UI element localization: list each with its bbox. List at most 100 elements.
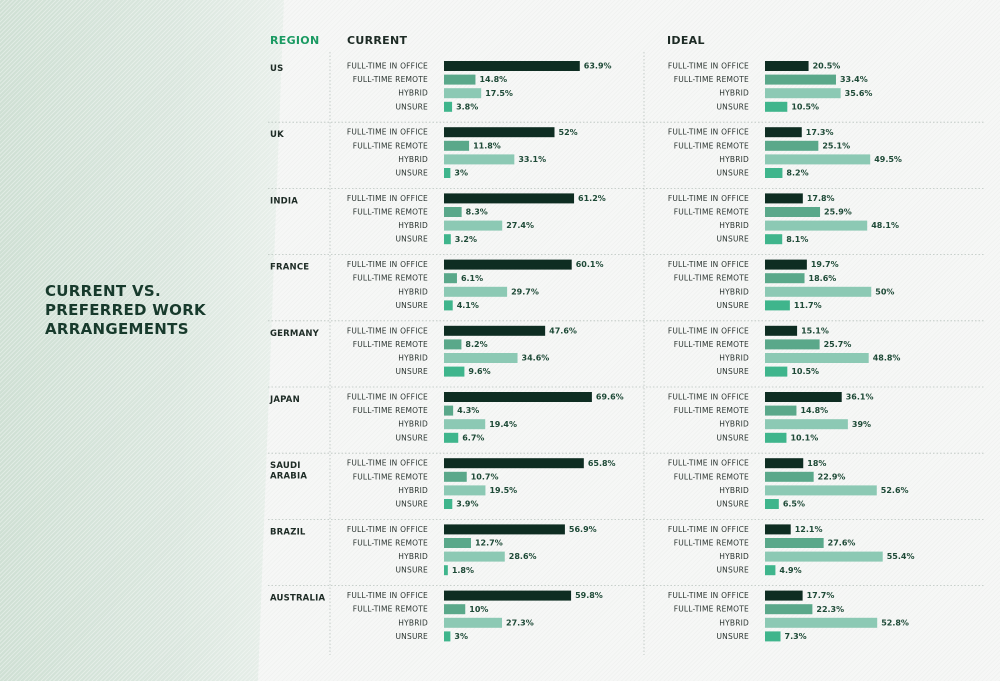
- bar-france-ideal-unsure: [765, 300, 790, 311]
- value-label-france-current-hybrid: 29.7%: [511, 287, 539, 296]
- ideal-category-label: FULL-TIME REMOTE: [674, 75, 749, 84]
- bar-us-current-unsure: [444, 101, 453, 112]
- current-category-label: FULL-TIME REMOTE: [353, 208, 428, 217]
- current-category-label: UNSURE: [395, 301, 428, 310]
- value-label-brazil-current-full-time-remote: 12.7%: [475, 539, 503, 548]
- value-label-uk-current-unsure: 3%: [454, 169, 468, 178]
- bar-france-ideal-hybrid: [765, 286, 872, 297]
- bar-us-ideal-unsure: [765, 101, 788, 112]
- value-label-india-current-unsure: 3.2%: [455, 235, 477, 244]
- value-label-germany-ideal-hybrid: 48.8%: [873, 354, 901, 363]
- bar-france-ideal-full-time-remote: [765, 273, 805, 284]
- bar-india-current-unsure: [444, 234, 451, 245]
- bar-india-ideal-full-time-in-office: [765, 193, 803, 204]
- value-label-saudi-arabia-ideal-full-time-in-office: 18%: [807, 459, 826, 468]
- bar-germany-ideal-full-time-in-office: [765, 325, 798, 336]
- current-category-label: FULL-TIME REMOTE: [353, 340, 428, 349]
- current-category-label: FULL-TIME IN OFFICE: [347, 128, 428, 137]
- bar-brazil-ideal-hybrid: [765, 551, 883, 562]
- value-label-australia-ideal-full-time-in-office: 17.7%: [807, 591, 835, 600]
- ideal-category-label: HYBRID: [719, 89, 749, 98]
- bar-france-current-hybrid: [444, 286, 508, 297]
- value-label-germany-current-hybrid: 34.6%: [522, 354, 550, 363]
- bar-brazil-ideal-unsure: [765, 565, 776, 576]
- current-category-label: FULL-TIME IN OFFICE: [347, 525, 428, 534]
- bar-japan-current-full-time-remote: [444, 405, 454, 416]
- bar-saudi-arabia-ideal-unsure: [765, 499, 779, 509]
- ideal-category-label: FULL-TIME REMOTE: [674, 274, 749, 283]
- current-category-label: FULL-TIME REMOTE: [353, 605, 428, 614]
- value-label-uk-current-full-time-in-office: 52%: [559, 128, 578, 137]
- value-label-india-ideal-unsure: 8.1%: [786, 235, 808, 244]
- ideal-category-label: HYBRID: [719, 221, 749, 230]
- bar-india-ideal-hybrid: [765, 220, 868, 231]
- value-label-us-ideal-hybrid: 35.6%: [845, 89, 873, 98]
- ideal-category-label: HYBRID: [719, 420, 749, 429]
- ideal-category-label: FULL-TIME IN OFFICE: [668, 128, 749, 137]
- region-label-germany: GERMANY: [270, 329, 320, 339]
- value-label-australia-current-unsure: 3%: [454, 632, 468, 641]
- value-label-saudi-arabia-current-full-time-in-office: 65.8%: [588, 459, 616, 468]
- bar-saudi-arabia-current-unsure: [444, 499, 453, 509]
- value-label-japan-current-full-time-in-office: 69.6%: [596, 393, 624, 402]
- value-label-france-ideal-full-time-in-office: 19.7%: [811, 260, 839, 269]
- bar-saudi-arabia-current-hybrid: [444, 485, 486, 496]
- current-category-label: FULL-TIME IN OFFICE: [347, 62, 428, 71]
- value-label-brazil-current-full-time-in-office: 56.9%: [569, 525, 597, 534]
- ideal-category-label: FULL-TIME IN OFFICE: [668, 393, 749, 402]
- current-category-label: FULL-TIME IN OFFICE: [347, 393, 428, 402]
- value-label-brazil-ideal-hybrid: 55.4%: [887, 552, 915, 561]
- bar-brazil-current-full-time-in-office: [444, 524, 565, 535]
- ideal-category-label: UNSURE: [716, 566, 749, 575]
- bar-australia-current-full-time-remote: [444, 604, 466, 615]
- bar-australia-ideal-full-time-remote: [765, 604, 813, 615]
- value-label-japan-ideal-full-time-in-office: 36.1%: [846, 393, 874, 402]
- bar-japan-ideal-full-time-remote: [765, 405, 797, 416]
- value-label-france-current-unsure: 4.1%: [457, 301, 479, 310]
- bar-france-current-unsure: [444, 300, 453, 311]
- value-label-france-current-full-time-in-office: 60.1%: [576, 260, 604, 269]
- bar-australia-current-full-time-in-office: [444, 590, 572, 601]
- value-label-australia-current-full-time-remote: 10%: [469, 605, 488, 614]
- bar-germany-current-full-time-remote: [444, 339, 462, 350]
- bar-japan-current-unsure: [444, 432, 459, 443]
- value-label-japan-ideal-unsure: 10.1%: [790, 433, 818, 442]
- bar-japan-ideal-unsure: [765, 432, 787, 443]
- current-category-label: FULL-TIME REMOTE: [353, 539, 428, 548]
- ideal-category-label: HYBRID: [719, 155, 749, 164]
- bar-brazil-ideal-full-time-remote: [765, 538, 824, 548]
- bar-uk-current-unsure: [444, 168, 451, 178]
- bar-us-ideal-hybrid: [765, 88, 841, 99]
- value-label-brazil-current-unsure: 1.8%: [452, 566, 474, 575]
- bar-australia-ideal-unsure: [765, 631, 781, 642]
- value-label-uk-ideal-unsure: 8.2%: [786, 169, 808, 178]
- ideal-category-label: UNSURE: [716, 169, 749, 178]
- value-label-india-current-full-time-remote: 8.3%: [466, 208, 488, 217]
- value-label-india-ideal-full-time-remote: 25.9%: [824, 208, 852, 217]
- value-label-us-current-unsure: 3.8%: [456, 102, 478, 111]
- bar-us-current-full-time-remote: [444, 74, 476, 85]
- region-label-france: FRANCE: [270, 263, 309, 273]
- value-label-uk-ideal-hybrid: 49.5%: [874, 155, 902, 164]
- bar-brazil-current-unsure: [444, 565, 448, 576]
- value-label-saudi-arabia-ideal-full-time-remote: 22.9%: [818, 472, 846, 481]
- current-category-label: UNSURE: [395, 102, 428, 111]
- ideal-category-label: FULL-TIME IN OFFICE: [668, 62, 749, 71]
- value-label-india-current-hybrid: 27.4%: [506, 221, 534, 230]
- current-category-label: HYBRID: [398, 618, 428, 627]
- ideal-category-label: HYBRID: [719, 618, 749, 627]
- bar-us-current-hybrid: [444, 88, 482, 99]
- value-label-uk-ideal-full-time-in-office: 17.3%: [806, 128, 834, 137]
- value-label-saudi-arabia-current-hybrid: 19.5%: [489, 486, 517, 495]
- ideal-category-label: FULL-TIME IN OFFICE: [668, 194, 749, 203]
- ideal-category-label: HYBRID: [719, 486, 749, 495]
- current-category-label: UNSURE: [395, 500, 428, 509]
- ideal-category-label: UNSURE: [716, 367, 749, 376]
- value-label-australia-current-full-time-in-office: 59.8%: [575, 591, 603, 600]
- value-label-brazil-ideal-full-time-remote: 27.6%: [828, 539, 856, 548]
- current-category-label: UNSURE: [395, 367, 428, 376]
- current-category-label: FULL-TIME REMOTE: [353, 75, 428, 84]
- region-label-japan: JAPAN: [269, 395, 300, 405]
- value-label-us-ideal-unsure: 10.5%: [791, 102, 819, 111]
